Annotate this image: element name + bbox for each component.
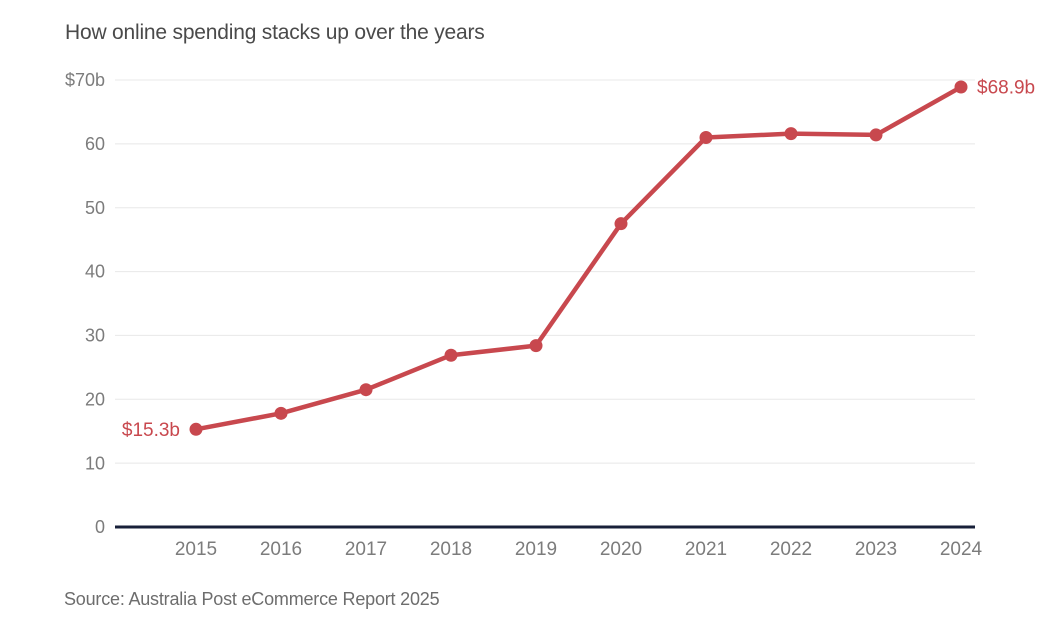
x-tick-label: 2020: [600, 539, 642, 560]
y-tick-label: 50: [85, 198, 105, 218]
data-point: [529, 339, 543, 353]
y-tick-label: 10: [85, 453, 105, 473]
x-tick-label: 2019: [515, 539, 557, 560]
x-tick-label: 2018: [430, 539, 472, 560]
data-point: [784, 127, 798, 141]
data-point: [359, 383, 373, 397]
x-tick-label: 2016: [260, 539, 302, 560]
y-tick-label: 40: [85, 262, 105, 282]
y-tick-label: 0: [95, 517, 105, 537]
data-point: [869, 128, 883, 142]
y-tick-label: $70b: [65, 70, 105, 90]
x-tick-label: 2015: [175, 539, 217, 560]
x-tick-label: 2023: [855, 539, 897, 560]
value-annotation: $68.9b: [977, 77, 1035, 98]
data-point: [699, 130, 713, 144]
y-tick-label: 20: [85, 389, 105, 409]
x-tick-label: 2017: [345, 539, 387, 560]
data-line: [193, 84, 964, 432]
x-tick-label: 2022: [770, 539, 812, 560]
data-point: [614, 217, 628, 231]
x-tick-label: 2024: [940, 539, 983, 560]
x-tick-label: 2021: [685, 539, 727, 560]
chart-title: How online spending stacks up over the y…: [65, 21, 485, 44]
data-point: [274, 406, 288, 420]
y-tick-label: 30: [85, 326, 105, 346]
y-tick-label: 60: [85, 134, 105, 154]
value-annotation: $15.3b: [122, 420, 180, 441]
source-note: Source: Australia Post eCommerce Report …: [64, 589, 440, 609]
data-point: [189, 422, 203, 436]
data-point: [444, 348, 458, 362]
data-point: [954, 80, 968, 94]
